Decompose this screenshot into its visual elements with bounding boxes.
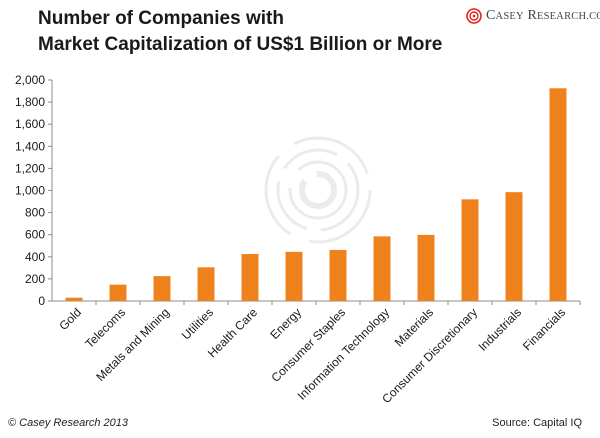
logo-wordmark: CASEY RESEARCH.COM — [486, 8, 600, 23]
y-tick-label: 400 — [25, 250, 45, 264]
y-tick-label: 2,000 — [15, 73, 45, 87]
bar-gold — [65, 297, 83, 301]
y-tick-label: 800 — [25, 206, 45, 220]
x-tick-label: Energy — [267, 305, 304, 342]
bar-utilities — [197, 267, 215, 301]
x-tick-label: Gold — [56, 305, 84, 333]
y-tick-label: 1,400 — [15, 139, 45, 153]
logo-swirl-icon — [466, 8, 482, 24]
x-tick-label: Financials — [520, 305, 568, 353]
y-tick-label: 0 — [38, 294, 45, 308]
bar-metals-and-mining — [153, 276, 171, 301]
chart-title-line1: Number of Companies with — [38, 8, 284, 29]
x-tick-label: Industrials — [476, 305, 525, 354]
x-tick-label: Utilities — [179, 305, 216, 342]
y-tick-label: 1,600 — [15, 117, 45, 131]
bar-industrials — [505, 192, 523, 301]
watermark-swirl-icon — [264, 136, 372, 244]
y-tick-label: 1,800 — [15, 95, 45, 109]
chart-title-line2: Market Capitalization of US$1 Billion or… — [38, 34, 443, 55]
y-tick-label: 1,000 — [15, 184, 45, 198]
bar-information-technology — [373, 236, 391, 301]
bar-financials — [549, 88, 567, 301]
bar-materials — [417, 234, 435, 301]
y-tick-label: 600 — [25, 228, 45, 242]
chart-title: Number of Companies with Market Capitali… — [38, 6, 458, 58]
y-tick-label: 1,200 — [15, 161, 45, 175]
source-text: Source: Capital IQ — [492, 417, 582, 429]
x-tick-label: Telecoms — [82, 305, 128, 351]
x-tick-label: Materials — [392, 305, 436, 349]
y-tick-label: 200 — [25, 272, 45, 286]
bar-consumer-discretionary — [461, 199, 479, 301]
copyright-text: © Casey Research 2013 — [8, 417, 129, 429]
bar-health-care — [241, 254, 259, 301]
bar-consumer-staples — [329, 249, 347, 301]
bar-telecoms — [109, 284, 127, 301]
casey-research-logo: CASEY RESEARCH.COM — [466, 6, 600, 26]
x-tick-label: Consumer Staples — [268, 305, 348, 385]
bar-energy — [285, 251, 303, 301]
